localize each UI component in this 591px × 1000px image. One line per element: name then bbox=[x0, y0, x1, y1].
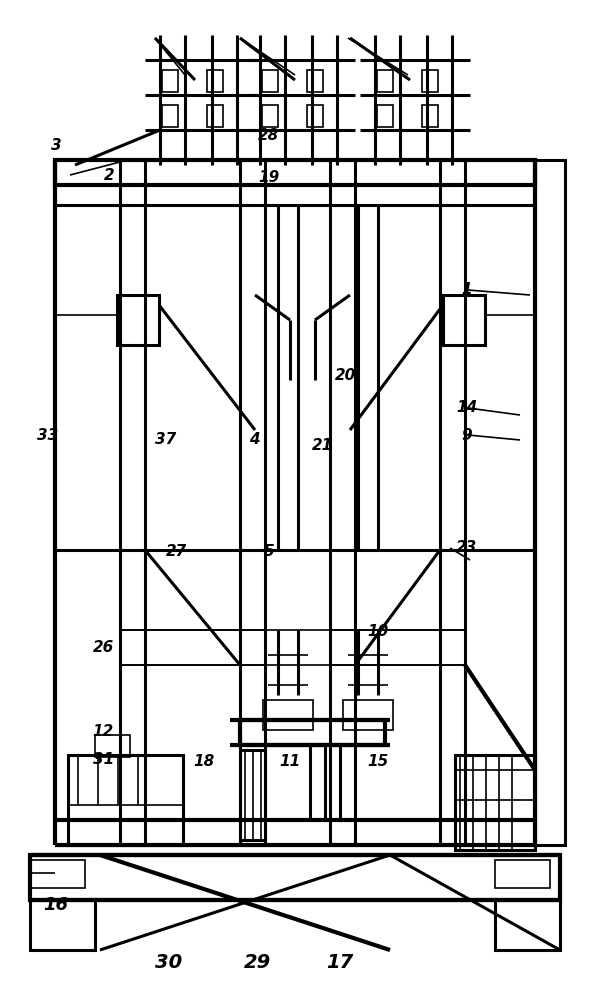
Text: 28: 28 bbox=[258, 127, 280, 142]
Text: 29: 29 bbox=[243, 954, 271, 972]
Text: 37: 37 bbox=[155, 432, 176, 448]
Bar bbox=[68, 755, 183, 845]
Text: 18: 18 bbox=[193, 754, 215, 770]
Text: 19: 19 bbox=[258, 170, 280, 186]
Text: 20: 20 bbox=[335, 367, 356, 382]
Bar bbox=[343, 700, 393, 730]
Bar bbox=[162, 70, 178, 92]
Text: 2: 2 bbox=[104, 167, 115, 182]
Text: 27: 27 bbox=[165, 544, 187, 558]
Bar bbox=[240, 750, 265, 840]
Text: 4: 4 bbox=[249, 432, 259, 448]
Bar bbox=[422, 105, 438, 127]
Text: 1: 1 bbox=[462, 282, 472, 298]
Text: 15: 15 bbox=[368, 754, 389, 770]
Text: 14: 14 bbox=[456, 400, 478, 416]
Text: 11: 11 bbox=[279, 754, 300, 770]
Bar bbox=[307, 70, 323, 92]
Text: 3: 3 bbox=[51, 137, 61, 152]
Text: 9: 9 bbox=[462, 428, 472, 442]
Text: 31: 31 bbox=[93, 752, 114, 768]
Bar bbox=[120, 630, 265, 665]
Bar bbox=[207, 70, 223, 92]
Bar bbox=[455, 755, 535, 850]
Bar bbox=[30, 855, 560, 900]
Bar bbox=[30, 860, 85, 888]
Text: 17: 17 bbox=[326, 954, 353, 972]
Bar bbox=[162, 105, 178, 127]
Text: 33: 33 bbox=[37, 428, 58, 442]
Bar bbox=[263, 700, 313, 730]
Bar bbox=[443, 295, 485, 345]
Bar bbox=[307, 105, 323, 127]
Bar bbox=[262, 105, 278, 127]
Text: 16: 16 bbox=[44, 896, 69, 914]
Text: 5: 5 bbox=[264, 544, 274, 558]
Bar bbox=[55, 160, 535, 185]
Text: 30: 30 bbox=[155, 954, 182, 972]
Text: 21: 21 bbox=[311, 438, 333, 452]
Bar bbox=[240, 720, 385, 745]
Bar bbox=[95, 735, 130, 757]
Text: 10: 10 bbox=[368, 624, 389, 640]
Bar bbox=[495, 860, 550, 888]
Text: 26: 26 bbox=[93, 641, 114, 656]
Bar bbox=[30, 900, 95, 950]
Bar bbox=[117, 295, 159, 345]
Bar bbox=[262, 70, 278, 92]
Bar bbox=[422, 70, 438, 92]
Bar bbox=[330, 630, 465, 665]
Bar bbox=[377, 70, 393, 92]
Text: 12: 12 bbox=[93, 724, 114, 740]
Text: 23: 23 bbox=[456, 540, 478, 556]
Bar bbox=[377, 105, 393, 127]
Bar bbox=[495, 900, 560, 950]
Bar bbox=[535, 160, 565, 845]
Bar bbox=[207, 105, 223, 127]
